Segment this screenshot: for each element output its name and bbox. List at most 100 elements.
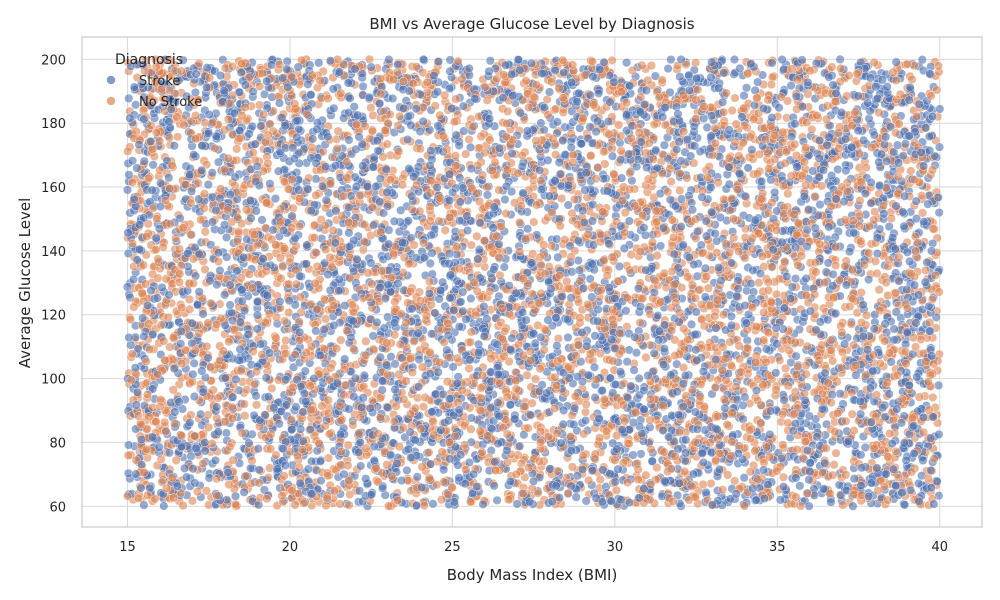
point-stroke (442, 345, 452, 355)
point-stroke (934, 380, 944, 390)
point-stroke (919, 413, 929, 423)
point-no-stroke (434, 216, 444, 226)
point-stroke (198, 309, 208, 319)
point-stroke (791, 351, 801, 361)
point-no-stroke (336, 335, 346, 345)
point-stroke (917, 55, 927, 65)
point-stroke (928, 238, 938, 248)
point-stroke (629, 365, 639, 375)
point-stroke (757, 176, 767, 186)
data-points (122, 54, 945, 511)
point-no-stroke (861, 163, 871, 173)
point-stroke (848, 501, 858, 511)
point-no-stroke (391, 401, 401, 411)
point-no-stroke (731, 119, 741, 129)
point-no-stroke (778, 127, 788, 137)
point-no-stroke (145, 344, 155, 354)
point-stroke (246, 463, 256, 473)
point-no-stroke (236, 366, 246, 376)
point-no-stroke (599, 255, 609, 265)
point-no-stroke (652, 251, 662, 261)
point-stroke (191, 443, 201, 453)
point-no-stroke (160, 417, 170, 427)
point-no-stroke (928, 392, 938, 402)
point-no-stroke (187, 377, 197, 387)
point-stroke (567, 267, 577, 277)
point-stroke (574, 265, 584, 275)
point-stroke (221, 428, 231, 438)
point-stroke (738, 414, 748, 424)
point-stroke (835, 54, 845, 64)
point-no-stroke (763, 285, 773, 295)
point-no-stroke (384, 501, 394, 511)
point-no-stroke (324, 453, 334, 463)
point-stroke (702, 122, 712, 132)
point-no-stroke (840, 215, 850, 225)
point-stroke (400, 432, 410, 442)
point-stroke (507, 333, 517, 343)
point-stroke (864, 114, 874, 124)
point-stroke (851, 370, 861, 380)
point-stroke (466, 294, 476, 304)
point-no-stroke (365, 54, 375, 64)
point-no-stroke (262, 198, 272, 208)
point-stroke (227, 315, 237, 325)
point-stroke (650, 71, 660, 81)
point-no-stroke (132, 72, 142, 82)
point-stroke (856, 450, 866, 460)
point-stroke (833, 164, 843, 174)
point-no-stroke (727, 106, 737, 116)
point-no-stroke (232, 144, 242, 154)
point-stroke (653, 311, 663, 321)
point-no-stroke (810, 191, 820, 201)
point-no-stroke (783, 189, 793, 199)
point-stroke (659, 140, 669, 150)
point-no-stroke (393, 121, 403, 131)
point-no-stroke (874, 285, 884, 295)
point-stroke (608, 151, 618, 161)
point-stroke (866, 478, 876, 488)
point-stroke (553, 252, 563, 262)
point-stroke (552, 341, 562, 351)
point-no-stroke (567, 462, 577, 472)
point-no-stroke (146, 121, 156, 131)
point-stroke (485, 56, 495, 66)
point-no-stroke (358, 245, 368, 255)
point-no-stroke (874, 108, 884, 118)
point-stroke (624, 216, 634, 226)
point-stroke (726, 311, 736, 321)
point-stroke (636, 449, 646, 459)
point-no-stroke (730, 476, 740, 486)
point-no-stroke (675, 185, 685, 195)
point-no-stroke (521, 233, 531, 243)
point-stroke (712, 236, 722, 246)
point-stroke (827, 171, 837, 181)
point-stroke (898, 207, 908, 217)
point-no-stroke (325, 429, 335, 439)
point-stroke (616, 367, 626, 377)
point-no-stroke (831, 448, 841, 458)
point-no-stroke (465, 337, 475, 347)
point-no-stroke (320, 220, 330, 230)
point-no-stroke (494, 185, 504, 195)
point-stroke (770, 187, 780, 197)
point-no-stroke (855, 196, 865, 206)
point-no-stroke (382, 139, 392, 149)
point-stroke (189, 358, 199, 368)
point-stroke (403, 216, 413, 226)
chart-title: BMI vs Average Glucose Level by Diagnosi… (369, 15, 694, 33)
point-stroke (123, 468, 133, 478)
point-no-stroke (443, 353, 453, 363)
point-no-stroke (464, 363, 474, 373)
point-no-stroke (817, 340, 827, 350)
point-stroke (279, 225, 289, 235)
point-stroke (634, 373, 644, 383)
point-no-stroke (348, 420, 358, 430)
point-stroke (743, 163, 753, 173)
point-stroke (396, 205, 406, 215)
point-stroke (412, 472, 422, 482)
point-stroke (841, 166, 851, 176)
point-no-stroke (185, 304, 195, 314)
point-no-stroke (928, 165, 938, 175)
point-no-stroke (584, 475, 594, 485)
